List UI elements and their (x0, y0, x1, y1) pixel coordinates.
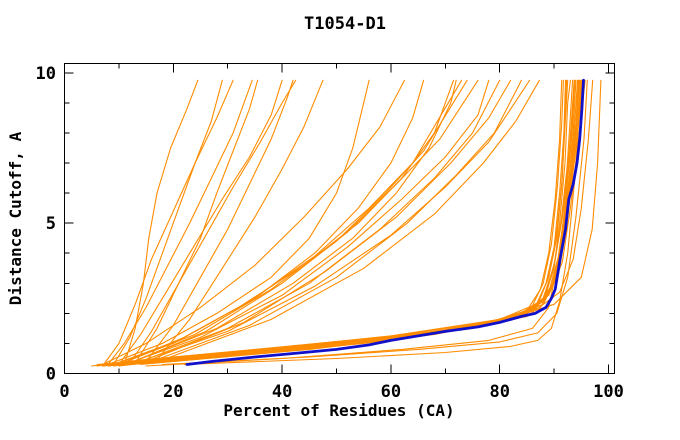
model-ensemble-curve (118, 79, 468, 366)
model-ensemble-curve (102, 79, 569, 367)
x-tick-label: 60 (381, 382, 401, 402)
plot-frame (64, 63, 615, 374)
model-ensemble-curve (102, 79, 234, 367)
model-ensemble-curve (129, 79, 580, 366)
model-ensemble-curve (102, 79, 406, 366)
x-tick-label: 40 (272, 382, 292, 402)
model-ensemble-curve (145, 79, 583, 364)
x-tick-label: 80 (489, 382, 509, 402)
axes-layer: 0 20 40 60 80 100 0 5 10 (36, 63, 624, 402)
model-ensemble-curve (145, 79, 294, 363)
model-ensemble-curve (145, 79, 512, 363)
model-ensemble-curve (161, 79, 540, 361)
model-ensemble-curve (123, 79, 490, 366)
model-ensemble-curve (112, 79, 455, 366)
model-ensemble-curve (129, 79, 479, 364)
model-ensemble-curve (129, 79, 457, 364)
model-ensemble-curve (129, 79, 297, 364)
model-ensemble-curve (112, 79, 463, 366)
model-ensemble-curve (107, 79, 370, 366)
plot-title: T1054-D1 (304, 14, 386, 34)
y-tick-label: 10 (36, 64, 56, 84)
x-tick-label: 0 (59, 382, 69, 402)
model-ensemble-curve (156, 79, 324, 361)
y-tick-label: 5 (46, 214, 56, 234)
model-ensemble-curve (123, 79, 579, 366)
y-tick-label: 0 (46, 365, 56, 385)
model-ensemble-curve (107, 79, 253, 366)
curves-layer (91, 78, 602, 367)
model-ensemble-curve (150, 79, 585, 364)
model-ensemble-curve (183, 79, 582, 366)
highlighted-model-curve (185, 78, 585, 366)
model-ensemble-curve (134, 79, 531, 364)
model-ensemble-curve (96, 79, 564, 367)
model-ensemble-curve (123, 79, 199, 366)
x-tick-label: 20 (163, 382, 183, 402)
y-axis-title: Distance Cutoff, A (6, 131, 25, 305)
model-ensemble-curve (134, 79, 259, 364)
model-ensemble-curve (129, 79, 580, 366)
model-ensemble-curve (145, 79, 576, 367)
x-tick-label: 100 (593, 382, 624, 402)
model-ensemble-curve (161, 79, 588, 366)
model-ensemble-curve (118, 79, 283, 366)
model-ensemble-curve (118, 79, 577, 367)
x-axis-title: Percent of Residues (CA) (223, 401, 454, 420)
